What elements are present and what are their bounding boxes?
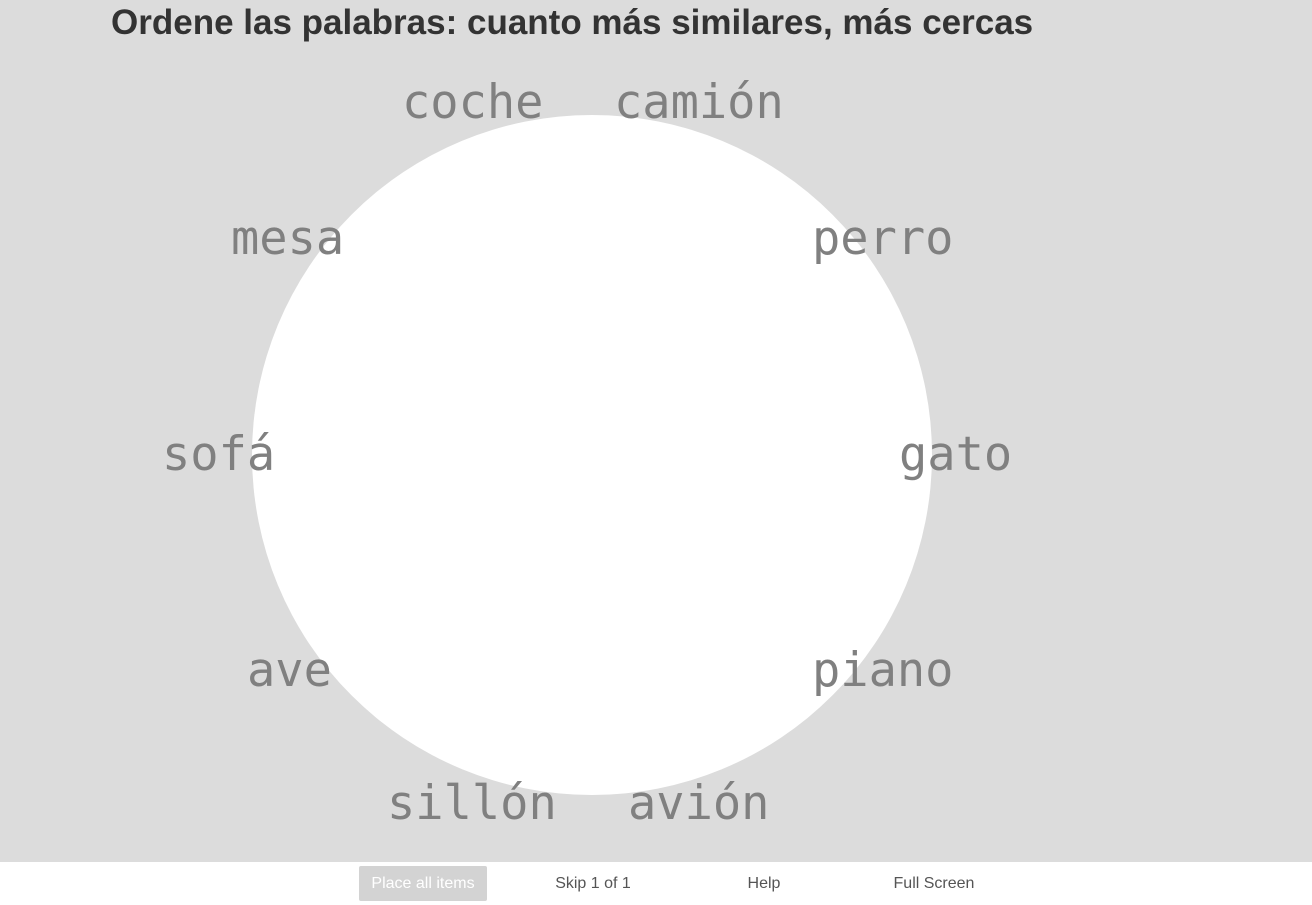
word-item-gato[interactable]: gato [899,427,1013,482]
skip-button[interactable]: Skip 1 of 1 [555,875,631,892]
word-item-perro[interactable]: perro [812,211,954,266]
sorting-stage: Ordene las palabras: cuanto más similare… [0,0,1312,862]
full-screen-button[interactable]: Full Screen [893,875,975,892]
word-item-piano[interactable]: piano [812,643,954,698]
arena-circle[interactable] [252,115,932,795]
footer-toolbar: Place all items Skip 1 of 1 Help Full Sc… [0,862,1312,905]
word-item-ave[interactable]: ave [247,643,332,698]
help-button[interactable]: Help [747,875,781,892]
word-item-mesa[interactable]: mesa [231,211,345,266]
word-item-coche[interactable]: coche [402,75,544,130]
place-all-items-button[interactable]: Place all items [359,866,487,901]
page-title: Ordene las palabras: cuanto más similare… [111,3,1034,42]
word-item-sofa[interactable]: sofá [162,427,276,482]
word-item-sillon[interactable]: sillón [387,776,557,831]
word-item-avion[interactable]: avión [628,776,770,831]
word-item-camion[interactable]: camión [614,75,784,130]
